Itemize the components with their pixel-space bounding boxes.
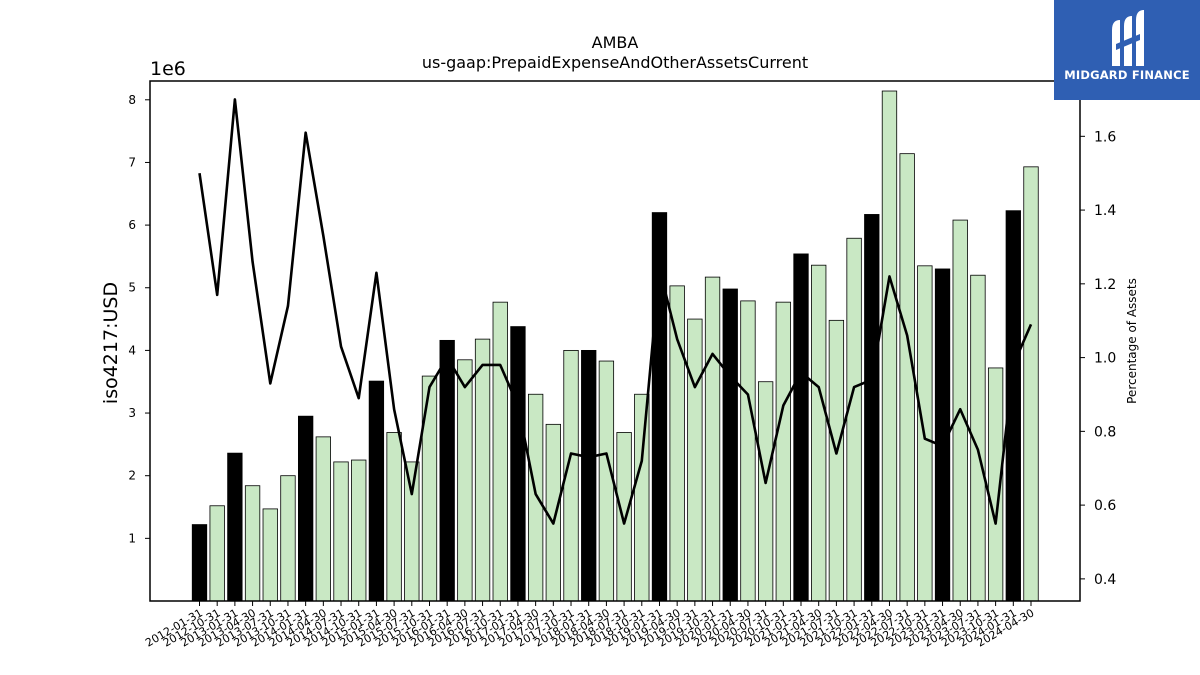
y-tick-label: 8 [128,93,136,107]
bar-2015-04-30 [386,432,402,602]
bar-2020-01-31 [722,288,738,602]
y-tick-label: 7 [128,155,136,169]
y2-tick-label: 1.6 [1094,129,1116,145]
bar-2022-07-31 [899,153,915,602]
bar-2020-04-30 [740,300,756,602]
bar-2016-07-31 [474,338,491,602]
y-tick-label: 3 [128,406,136,420]
bar-2015-07-31 [404,461,420,602]
bar-2013-07-31 [262,508,278,602]
bar-2019-07-31 [687,318,703,602]
y2-tick-label: 0.4 [1094,572,1116,588]
y-tick-label: 6 [128,218,136,232]
bar-2018-04-30 [598,360,615,602]
y-tick-label: 2 [128,469,136,483]
bar-2022-01-31 [864,214,880,602]
y-tick-label: 1 [128,531,136,545]
bar-2015-01-31 [368,380,385,602]
bar-2014-07-31 [333,461,349,602]
bar-2021-01-31 [793,253,809,602]
bar-2018-07-31 [616,432,632,602]
bar-2017-04-30 [527,393,544,602]
bar-2021-10-31 [846,237,862,602]
logo-mark-icon [1112,10,1144,66]
y2-tick-label: 1.2 [1094,277,1116,293]
bar-2018-10-31 [634,393,650,602]
y2-axis-label: Percentage of Assets [1125,278,1139,404]
bar-2021-07-31 [828,319,845,602]
bar-2022-04-30 [881,90,898,602]
bar-2016-10-31 [492,301,508,602]
bars-group [191,90,1039,602]
chart-subtitle: us-gaap:PrepaidExpenseAndOtherAssetsCurr… [422,53,808,72]
bar-2016-04-30 [457,359,473,602]
bar-2018-01-31 [581,349,597,602]
y2-tick-label: 1.0 [1094,351,1116,367]
plot-frame [149,80,1081,602]
bar-2013-10-31 [280,475,296,602]
bar-2017-01-31 [510,326,526,602]
bar-2016-01-31 [439,339,455,602]
bar-2012-10-31 [209,505,225,602]
y-offset-label: 1e6 [150,58,186,80]
bar-2020-07-31 [757,381,774,602]
bar-2014-10-31 [351,459,367,602]
y2-tick-label: 0.6 [1094,498,1116,514]
bar-2021-04-30 [811,264,827,602]
y2-tick-label: 0.8 [1094,424,1116,440]
bar-2013-04-30 [244,485,261,602]
pct-line [198,98,1033,525]
bar-2014-04-30 [315,436,331,602]
y-tick-label: 4 [128,343,136,357]
bar-2013-01-31 [227,452,243,602]
chart-title: AMBA [592,33,639,52]
y-tick-label: 5 [128,281,136,295]
bar-2019-04-30 [669,285,685,602]
midgard-finance-logo: MIDGARD FINANCE [1054,0,1200,100]
bar-2019-10-31 [704,276,721,602]
bar-2012-01-31 [191,524,208,602]
bar-2014-01-31 [297,415,314,602]
bar-2024-04-30 [1023,166,1039,602]
pct-line-group [198,98,1033,525]
y-axis-label: iso4217:USD [100,282,122,404]
y2-tick-label: 1.4 [1094,203,1116,219]
logo-text: MIDGARD FINANCE [1064,68,1190,82]
bar-2020-10-31 [775,301,791,602]
